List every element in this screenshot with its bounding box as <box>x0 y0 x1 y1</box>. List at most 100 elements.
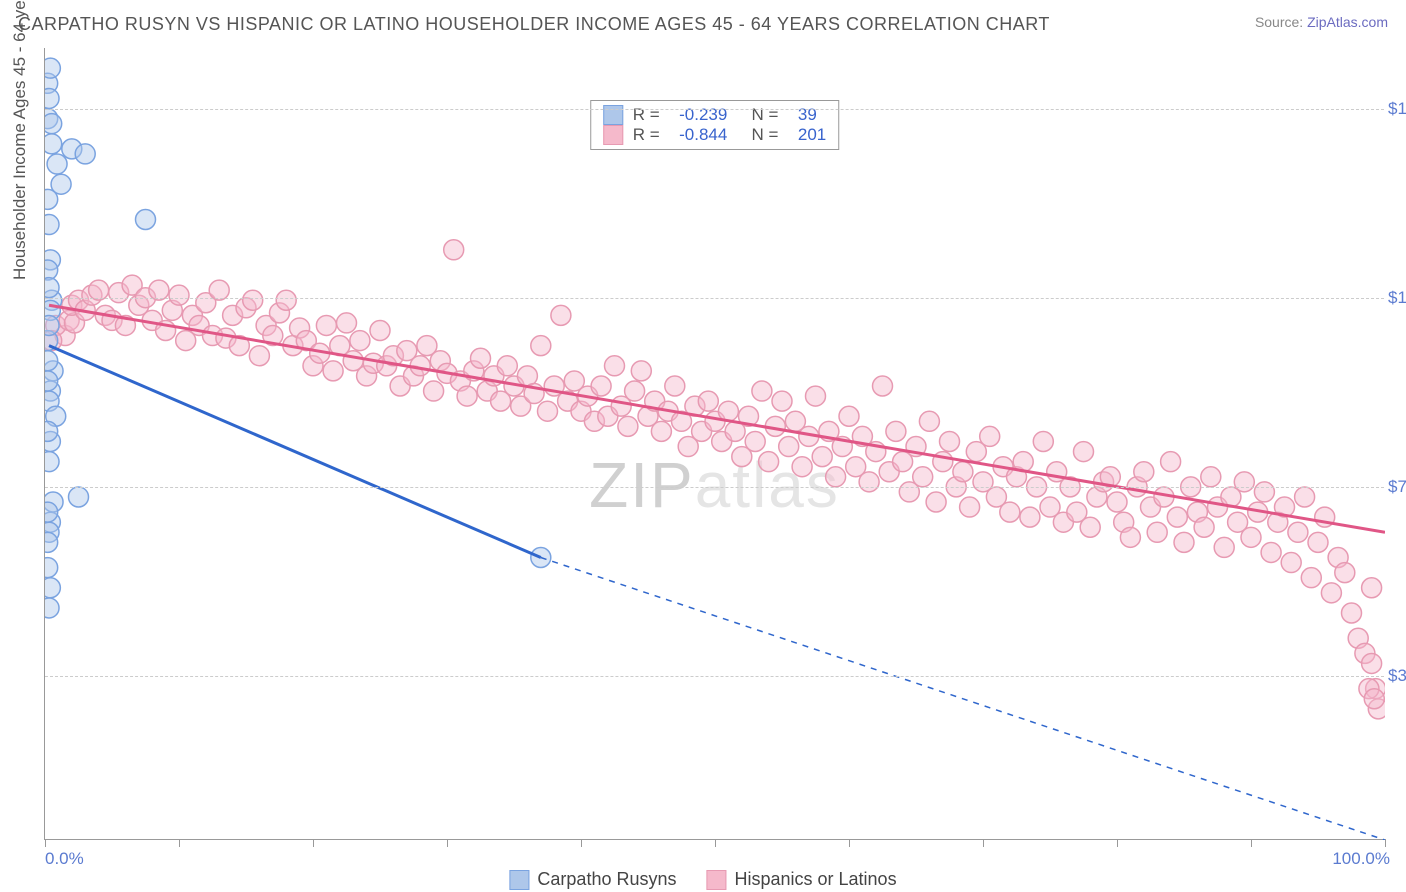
data-point <box>316 315 336 335</box>
n-label-b: N = <box>737 125 788 145</box>
x-tick <box>849 839 850 847</box>
data-point <box>1214 537 1234 557</box>
source-attribution: Source: ZipAtlas.com <box>1255 14 1388 30</box>
data-point <box>1134 462 1154 482</box>
data-point <box>665 376 685 396</box>
data-point <box>759 452 779 472</box>
trend-line <box>49 305 1385 532</box>
data-point <box>1281 553 1301 573</box>
data-point <box>350 331 370 351</box>
data-point <box>1308 532 1328 552</box>
data-point <box>323 361 343 381</box>
x-tick <box>179 839 180 847</box>
data-point <box>249 346 269 366</box>
data-point <box>531 336 551 356</box>
x-tick <box>983 839 984 847</box>
data-point <box>1161 452 1181 472</box>
data-point <box>1174 532 1194 552</box>
data-point <box>812 447 832 467</box>
data-point <box>1107 492 1127 512</box>
data-point <box>806 386 826 406</box>
data-point <box>75 144 95 164</box>
data-point <box>919 411 939 431</box>
data-point <box>45 88 59 108</box>
grid-line <box>45 487 1384 488</box>
data-point <box>1020 507 1040 527</box>
r-value-b: -0.844 <box>679 125 727 145</box>
data-point <box>839 406 859 426</box>
swatch-b <box>603 125 623 145</box>
data-point <box>1241 527 1261 547</box>
data-point <box>337 313 357 333</box>
data-point <box>1288 522 1308 542</box>
data-point <box>772 391 792 411</box>
data-point <box>45 189 58 209</box>
trend-line-extrapolated <box>541 558 1385 840</box>
data-point <box>136 210 156 230</box>
data-point <box>960 497 980 517</box>
data-point <box>1342 603 1362 623</box>
x-axis-max-label: 100.0% <box>1332 849 1390 869</box>
n-value-b: 201 <box>798 125 826 145</box>
data-point <box>45 134 62 154</box>
data-point <box>45 278 59 298</box>
data-point <box>45 371 58 391</box>
y-tick-label: $112,500 <box>1388 288 1406 308</box>
data-point <box>1321 583 1341 603</box>
data-point <box>779 437 799 457</box>
data-point <box>859 472 879 492</box>
data-point <box>45 315 59 335</box>
source-label: Source: <box>1255 14 1307 30</box>
data-point <box>1120 527 1140 547</box>
data-point <box>698 391 718 411</box>
data-point <box>243 290 263 310</box>
data-point <box>1261 542 1281 562</box>
data-point <box>45 558 58 578</box>
data-point <box>1335 563 1355 583</box>
x-tick <box>447 839 448 847</box>
data-point <box>651 421 671 441</box>
data-point <box>1000 502 1020 522</box>
y-axis-label: Householder Income Ages 45 - 64 years <box>10 0 30 280</box>
data-point <box>826 467 846 487</box>
y-tick-label: $37,500 <box>1388 666 1406 686</box>
data-point <box>497 356 517 376</box>
data-point <box>45 598 59 618</box>
data-point <box>940 431 960 451</box>
swatch-b-bottom <box>706 870 726 890</box>
data-point <box>45 452 59 472</box>
series-a-label: Carpatho Rusyns <box>537 869 676 890</box>
legend-item-b: Hispanics or Latinos <box>706 869 896 890</box>
data-point <box>1201 467 1221 487</box>
data-point <box>1080 517 1100 537</box>
data-point <box>618 416 638 436</box>
data-point <box>873 376 893 396</box>
y-tick-label: $75,000 <box>1388 477 1406 497</box>
data-point <box>1301 568 1321 588</box>
data-point <box>47 154 67 174</box>
x-tick <box>1385 839 1386 847</box>
data-point <box>551 305 571 325</box>
swatch-a-bottom <box>509 870 529 890</box>
data-point <box>1362 653 1382 673</box>
data-point <box>625 381 645 401</box>
chart-title: CARPATHO RUSYN VS HISPANIC OR LATINO HOU… <box>18 14 1050 35</box>
data-point <box>169 285 189 305</box>
data-point <box>45 58 60 78</box>
data-point <box>1167 507 1187 527</box>
data-point <box>1362 578 1382 598</box>
data-point <box>276 290 296 310</box>
x-tick <box>715 839 716 847</box>
data-point <box>1254 482 1274 502</box>
data-point <box>1074 442 1094 462</box>
data-point <box>1033 431 1053 451</box>
legend-row-b: R = -0.844 N = 201 <box>603 125 827 145</box>
source-value: ZipAtlas.com <box>1307 14 1388 30</box>
data-point <box>471 348 491 368</box>
data-point <box>980 426 1000 446</box>
x-tick <box>313 839 314 847</box>
chart-container: { "title": "CARPATHO RUSYN VS HISPANIC O… <box>0 0 1406 892</box>
data-point <box>953 462 973 482</box>
data-point <box>605 356 625 376</box>
data-point <box>752 381 772 401</box>
